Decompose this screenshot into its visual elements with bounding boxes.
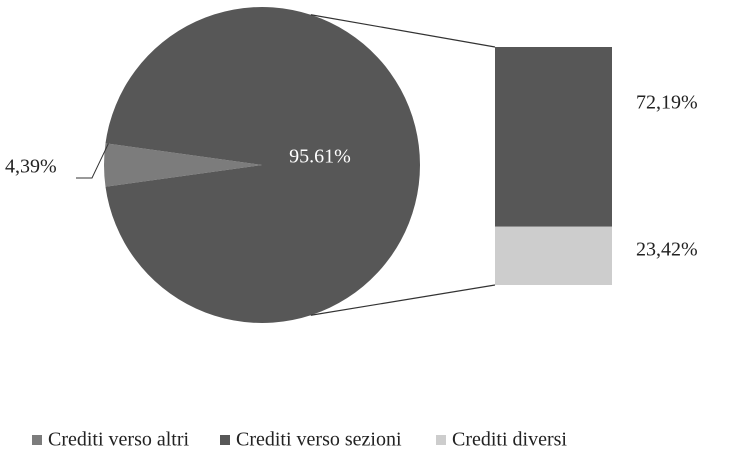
- legend-label: Crediti diversi: [452, 429, 567, 451]
- legend-label: Crediti verso altri: [48, 429, 190, 451]
- legend-label: Crediti verso sezioni: [236, 429, 402, 451]
- data-label: 72,19%: [636, 92, 698, 114]
- bar-segment: [495, 226, 612, 285]
- pie-slice: [105, 7, 421, 323]
- pie-slice: [103, 143, 262, 187]
- connector: [310, 14, 496, 48]
- bar-segment: [495, 47, 612, 227]
- connector: [310, 284, 496, 316]
- data-label: 95.61%: [289, 146, 351, 168]
- data-label: 23,42%: [636, 239, 698, 261]
- legend-swatch: [436, 435, 446, 445]
- legend-swatch: [220, 435, 230, 445]
- legend-swatch: [32, 435, 42, 445]
- data-label: 4,39%: [5, 156, 57, 178]
- leader-line: [76, 143, 109, 179]
